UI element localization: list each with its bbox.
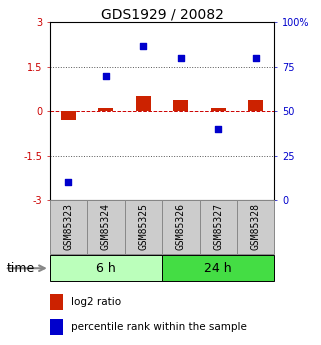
Bar <box>50 294 63 309</box>
Point <box>178 55 183 61</box>
Bar <box>211 108 226 111</box>
Point <box>216 126 221 132</box>
Bar <box>99 108 113 111</box>
Bar <box>50 255 162 281</box>
Title: GDS1929 / 20082: GDS1929 / 20082 <box>101 7 223 21</box>
Text: GSM85325: GSM85325 <box>138 203 148 250</box>
Text: GSM85326: GSM85326 <box>176 203 186 250</box>
Text: time: time <box>6 262 35 275</box>
Bar <box>50 319 63 335</box>
Text: GSM85324: GSM85324 <box>101 203 111 250</box>
Bar <box>200 200 237 254</box>
Bar <box>61 111 76 120</box>
Point <box>66 179 71 185</box>
Text: 24 h: 24 h <box>204 262 232 275</box>
Text: log2 ratio: log2 ratio <box>71 297 121 307</box>
Bar <box>136 96 151 111</box>
Bar <box>125 200 162 254</box>
Bar <box>162 200 200 254</box>
Bar <box>162 255 274 281</box>
Point <box>253 55 258 61</box>
Text: GSM85327: GSM85327 <box>213 203 223 250</box>
Text: GSM85323: GSM85323 <box>64 203 74 250</box>
Point <box>103 73 108 78</box>
Bar <box>248 100 263 111</box>
Text: 6 h: 6 h <box>96 262 116 275</box>
Text: GSM85328: GSM85328 <box>251 203 261 250</box>
Bar <box>50 200 87 254</box>
Bar <box>87 200 125 254</box>
Text: percentile rank within the sample: percentile rank within the sample <box>71 322 247 332</box>
Point <box>141 43 146 48</box>
Bar <box>237 200 274 254</box>
Bar <box>173 100 188 111</box>
